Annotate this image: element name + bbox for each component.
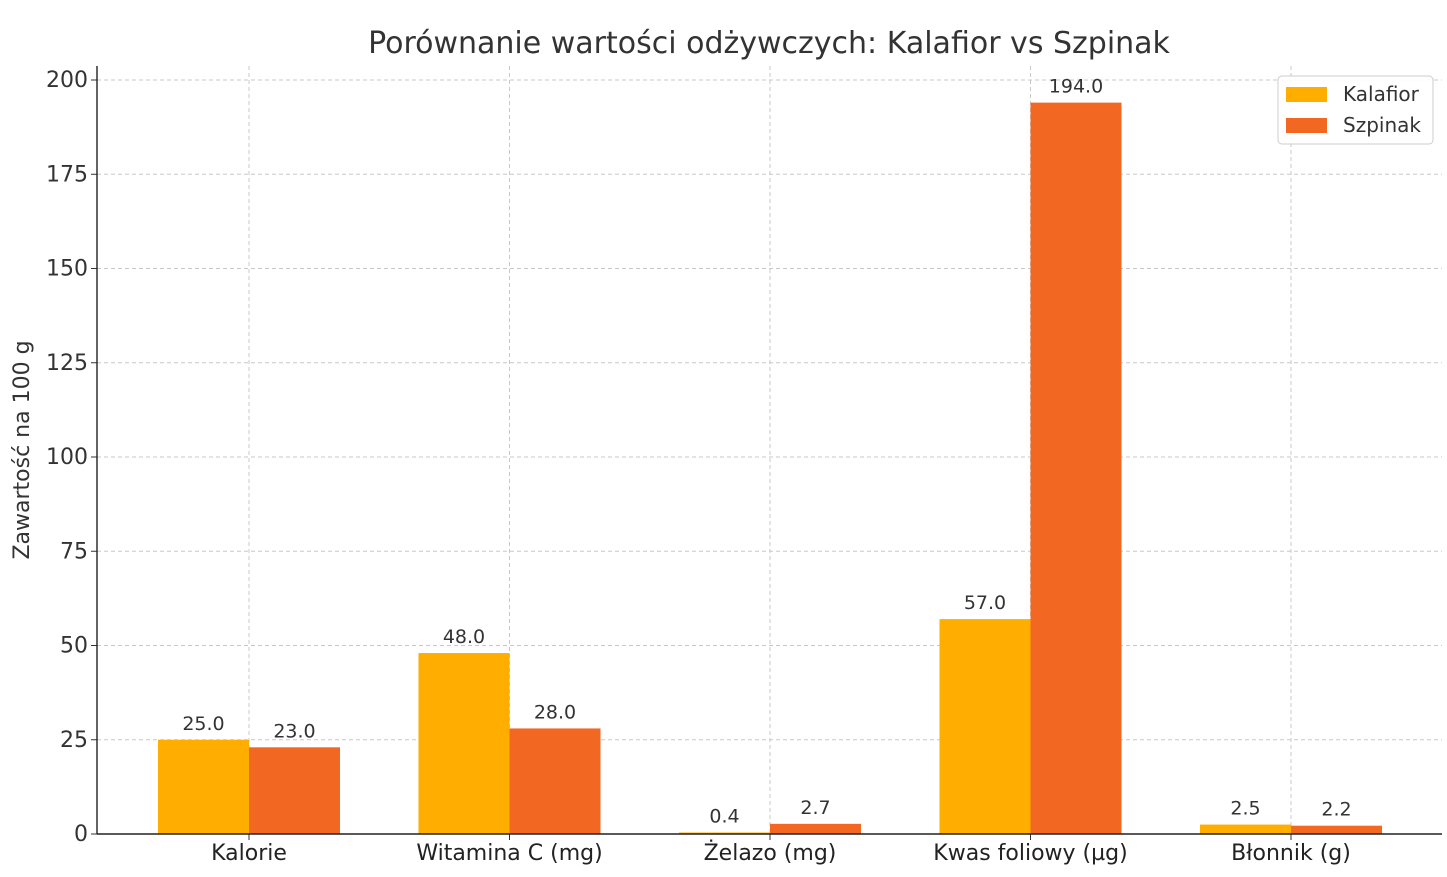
x-tick-label: Kwas foliowy (µg) (933, 841, 1127, 866)
bar-szpinak (770, 823, 861, 834)
data-label: 28.0 (534, 701, 576, 723)
data-label: 48.0 (443, 626, 485, 648)
x-tick-label: Kalorie (211, 841, 287, 866)
data-label: 25.0 (182, 713, 224, 735)
legend-label: Szpinak (1343, 113, 1421, 137)
data-label: 0.4 (709, 805, 739, 827)
bar-kalafior (418, 653, 510, 834)
x-tick-label: Witamina C (mg) (416, 841, 602, 866)
bar-kalafior (679, 832, 770, 834)
x-tick-label: Żelazo (mg) (704, 840, 837, 866)
chart-title: Porównanie wartości odżywczych: Kalafior… (368, 26, 1170, 61)
legend-label: Kalafior (1343, 82, 1420, 106)
x-tick-label: Błonnik (g) (1231, 841, 1351, 866)
y-tick-label: 75 (60, 539, 88, 564)
bars (158, 102, 1382, 835)
data-label: 194.0 (1049, 76, 1103, 98)
bar-szpinak (249, 747, 340, 834)
y-tick-label: 175 (46, 162, 88, 187)
data-labels: 25.0 48.0 0.4 57.0 2.5 23.0 28.0 2.7 194.0 2.2 (182, 76, 1351, 828)
y-axis-label: Zawartość na 100 g (10, 340, 35, 559)
data-label: 2.7 (800, 797, 830, 819)
y-tick-label: 200 (46, 68, 88, 93)
data-label: 2.2 (1321, 799, 1351, 821)
y-tick-label: 125 (46, 351, 88, 376)
y-tick-label: 0 (74, 822, 88, 847)
y-tick-label: 150 (46, 257, 88, 282)
axes: 0 25 50 75 100 125 150 175 200 Kalorie Witamina C … (46, 66, 1442, 866)
bar-szpinak (1291, 825, 1382, 834)
bar-szpinak (1030, 102, 1122, 835)
data-label: 23.0 (273, 720, 315, 742)
bar-szpinak (509, 728, 601, 834)
data-label: 57.0 (964, 592, 1006, 614)
legend-swatch (1286, 87, 1327, 102)
legend: Kalafior Szpinak (1277, 75, 1434, 145)
y-tick-label: 100 (46, 445, 88, 470)
data-label: 2.5 (1230, 798, 1260, 820)
legend-swatch (1286, 118, 1327, 133)
bar-kalafior (1200, 824, 1291, 834)
y-tick-label: 50 (60, 634, 88, 659)
grid-lines (97, 66, 1442, 834)
y-tick-label: 25 (60, 728, 88, 753)
bar-kalafior (939, 619, 1031, 834)
bar-kalafior (158, 739, 249, 834)
